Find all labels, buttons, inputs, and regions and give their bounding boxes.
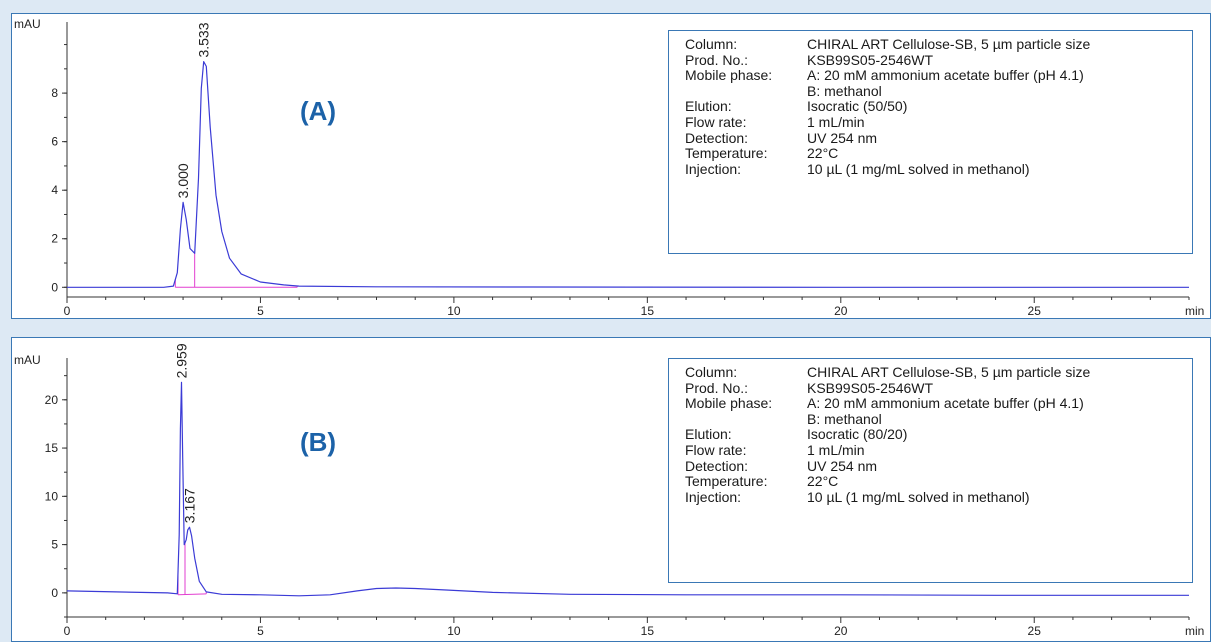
x-tick-label: 20 [834, 304, 848, 318]
info-key: Elution: [685, 98, 732, 115]
peak-label: 2.959 [173, 343, 189, 378]
info-row-column: Column: CHIRAL ART Cellulose-SB, 5 µm par… [685, 364, 1184, 381]
info-value: Isocratic (80/20) [807, 426, 908, 443]
info-row-column: Column: CHIRAL ART Cellulose-SB, 5 µm par… [685, 36, 1184, 53]
info-row-detection: Detection: UV 254 nm [685, 457, 1184, 475]
info-key: Prod. No.: [685, 51, 749, 68]
x-axis-label: min [1185, 304, 1204, 318]
y-tick-label: 6 [51, 135, 58, 149]
info-value: KSB99S05-2546WT [807, 51, 934, 68]
x-tick-label: 5 [257, 624, 264, 638]
info-row-prod-no: Prod. No.: KSB99S05-2546WT [685, 51, 1184, 69]
info-value: UV 254 nm [807, 129, 878, 146]
chromatogram-b-plot: 0 5 10 15 20 mAU 0 5 10 15 20 25 min 2.959 3.167 (B) [14, 343, 1204, 638]
info-value: 10 µL (1 mg/mL solved in methanol) [807, 488, 1030, 505]
x-tick-label: 10 [447, 304, 461, 318]
info-row-prod-no: Prod. No.: KSB99S05-2546WT [685, 379, 1184, 397]
info-row-injection: Injection: 10 µL (1 mg/mL solved in metha… [685, 488, 1184, 506]
info-value: 1 mL/min [807, 113, 865, 130]
info-key: Temperature: [685, 145, 768, 162]
info-value: A: 20 mM ammonium acetate buffer (pH 4.1… [807, 67, 1084, 84]
peak-label: 3.533 [196, 22, 212, 57]
info-value: 1 mL/min [807, 441, 865, 458]
x-tick-label: 15 [641, 624, 655, 638]
info-key: Injection: [685, 160, 742, 177]
chromatogram-panel-b: 0 5 10 15 20 mAU 0 5 10 15 20 25 min 2.959 3.167 (B) Co… [11, 337, 1211, 642]
info-value: 22°C [807, 473, 839, 490]
info-value: CHIRAL ART Cellulose-SB, 5 µm particle s… [807, 36, 1091, 52]
method-info-box-b: Column: CHIRAL ART Cellulose-SB, 5 µm par… [668, 358, 1193, 583]
info-key: Mobile phase: [685, 395, 773, 412]
chromatogram-trace [67, 61, 1189, 288]
x-tick-label: 0 [64, 304, 71, 318]
info-row-temperature: Temperature: 22°C [685, 474, 1184, 490]
x-tick-label: 0 [64, 624, 71, 638]
method-info-box-a: Column: CHIRAL ART Cellulose-SB, 5 µm par… [668, 30, 1193, 254]
info-row-flow-rate: Flow rate: 1 mL/min [685, 113, 1184, 131]
y-tick-label: 10 [45, 489, 59, 503]
panel-letter-label: (A) [300, 96, 336, 126]
y-tick-label: 4 [51, 183, 58, 197]
info-key: Detection: [685, 129, 749, 146]
integration-baseline [178, 593, 207, 596]
info-row-temperature: Temperature: 22°C [685, 146, 1184, 162]
x-tick-label: 20 [834, 624, 848, 638]
info-value: 10 µL (1 mg/mL solved in methanol) [807, 160, 1030, 177]
info-row-detection: Detection: UV 254 nm [685, 129, 1184, 147]
y-tick-label: 20 [45, 393, 59, 407]
info-row-elution: Elution: Isocratic (80/20) [685, 427, 1184, 443]
y-tick-label: 8 [51, 86, 58, 100]
info-row-mobile-phase: Mobile phase: A: 20 mM ammonium acetate b… [685, 68, 1184, 84]
info-key: Column: [685, 36, 738, 52]
x-axis-label: min [1185, 624, 1204, 638]
info-value: CHIRAL ART Cellulose-SB, 5 µm particle s… [807, 364, 1091, 380]
x-tick-label: 5 [257, 304, 264, 318]
chromatogram-panel-a: 0 2 4 6 8 mAU 0 5 10 15 20 25 min 3.000 3.533 (A) Colum… [11, 13, 1211, 319]
info-key: Mobile phase: [685, 67, 773, 84]
y-tick-label: 15 [45, 441, 59, 455]
info-key: Flow rate: [685, 441, 747, 458]
info-value: A: 20 mM ammonium acetate buffer (pH 4.1… [807, 395, 1084, 412]
info-value: B: methanol [807, 82, 882, 99]
info-row-mobile-phase-b: xB: methanol [685, 410, 1184, 428]
info-value: B: methanol [807, 410, 882, 427]
x-tick-label: 25 [1028, 304, 1042, 318]
y-tick-label: 5 [51, 538, 58, 552]
info-value: UV 254 nm [807, 457, 878, 474]
info-key: Detection: [685, 457, 749, 474]
y-axis-label: mAU [14, 17, 41, 31]
chromatogram-a-plot: 0 2 4 6 8 mAU 0 5 10 15 20 25 min 3.000 3.533 (A) [14, 17, 1204, 318]
info-key: Prod. No.: [685, 379, 749, 396]
info-value: KSB99S05-2546WT [807, 379, 934, 396]
x-tick-label: 15 [641, 304, 655, 318]
y-tick-label: 0 [51, 586, 58, 600]
chromatogram-trace [66, 381, 1189, 597]
info-row-elution: Elution: Isocratic (50/50) [685, 99, 1184, 115]
info-row-mobile-phase: Mobile phase: A: 20 mM ammonium acetate b… [685, 396, 1184, 412]
info-key: Flow rate: [685, 113, 747, 130]
x-tick-label: 10 [447, 624, 461, 638]
panel-letter-label: (B) [300, 427, 336, 457]
y-axis-label: mAU [14, 353, 41, 367]
peak-label: 3.000 [175, 163, 191, 198]
info-key: Elution: [685, 426, 732, 443]
info-key: Temperature: [685, 473, 768, 490]
info-row-flow-rate: Flow rate: 1 mL/min [685, 441, 1184, 459]
info-row-mobile-phase-b: xB: methanol [685, 82, 1184, 100]
y-tick-label: 0 [51, 280, 58, 294]
info-row-injection: Injection: 10 µL (1 mg/mL solved in metha… [685, 160, 1184, 178]
y-tick-label: 2 [51, 232, 58, 246]
peak-label: 3.167 [182, 488, 198, 523]
x-tick-label: 25 [1028, 624, 1042, 638]
info-value: Isocratic (50/50) [807, 98, 908, 115]
info-key: Column: [685, 364, 738, 380]
info-key: Injection: [685, 488, 742, 505]
info-value: 22°C [807, 145, 839, 162]
